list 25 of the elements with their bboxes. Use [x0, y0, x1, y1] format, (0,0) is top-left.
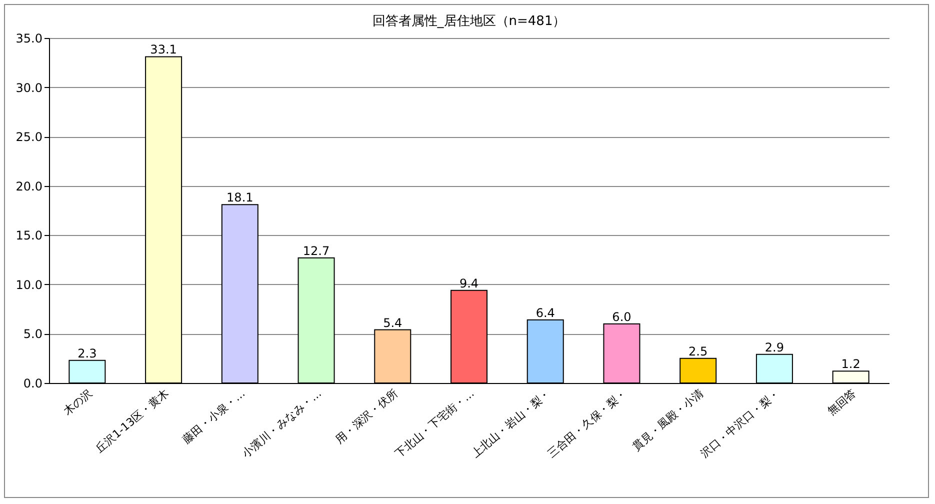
data-label: 6.4	[536, 306, 555, 320]
x-tick-label: 用・深沢・伏所	[333, 386, 400, 446]
data-label: 2.5	[688, 344, 708, 358]
data-label: 12.7	[302, 244, 330, 258]
y-tick-label: 0.0	[23, 376, 42, 390]
x-tick-label: 木の沢	[61, 386, 95, 418]
y-tick-label: 35.0	[16, 32, 42, 46]
y-tick-label: 20.0	[16, 179, 42, 194]
y-tick-label: 15.0	[16, 228, 42, 243]
data-label: 33.1	[150, 42, 177, 57]
data-label: 5.4	[383, 316, 402, 330]
y-tick-label: 25.0	[16, 130, 42, 144]
x-tick-label: 藤田・小泉・…	[180, 386, 248, 446]
data-label: 9.4	[459, 276, 479, 290]
y-tick-label: 10.0	[16, 278, 42, 292]
data-label: 18.1	[226, 190, 254, 205]
data-label: 2.3	[78, 346, 97, 360]
x-tick-label: 三合田・久保・梨・	[545, 386, 630, 460]
y-tick-label: 30.0	[16, 80, 42, 95]
y-tick-label: 5.0	[23, 327, 42, 342]
data-label: 2.9	[764, 340, 784, 354]
x-tick-label: 無回答	[824, 386, 859, 418]
data-label: 1.2	[841, 357, 860, 372]
data-label: 6.0	[612, 310, 632, 324]
chart-title: 回答者属性_居住地区（n=481）	[372, 14, 566, 29]
